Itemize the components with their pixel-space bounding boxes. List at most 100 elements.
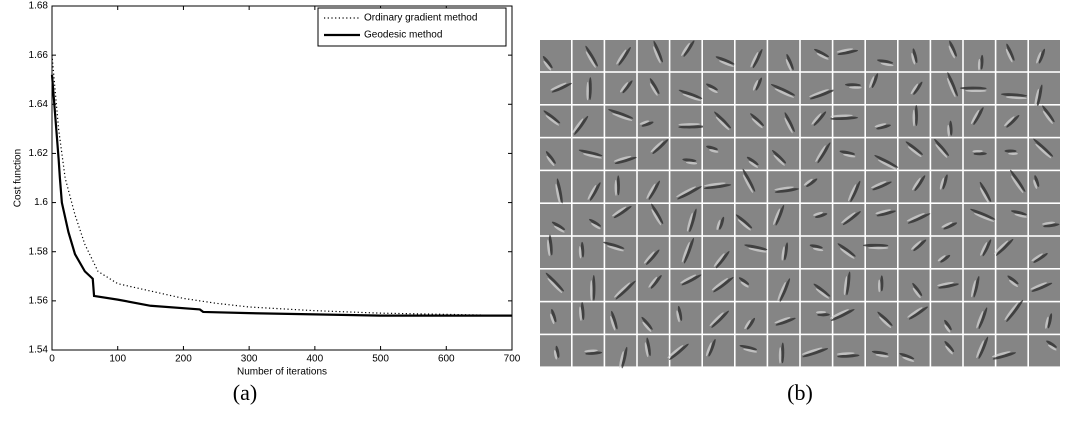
- filter-stroke: [809, 89, 829, 97]
- filter-stroke: [590, 280, 593, 301]
- filter-stroke: [711, 278, 729, 291]
- filter-stroke: [773, 208, 781, 225]
- y-tick-label: 1.54: [29, 345, 49, 356]
- filter-stroke: [584, 349, 598, 353]
- filter-stroke: [543, 60, 552, 71]
- filter-stroke: [940, 254, 951, 263]
- filter-tile: [800, 138, 832, 170]
- filter-stroke: [994, 240, 1009, 254]
- filter-stroke: [582, 153, 602, 159]
- filter-stroke: [941, 221, 953, 228]
- filter-stroke: [739, 344, 757, 351]
- filter-tile: [1029, 302, 1060, 334]
- filter-tile: [670, 138, 702, 170]
- filter-stroke: [639, 120, 650, 125]
- filter-stroke: [682, 93, 702, 102]
- filter-stroke: [841, 212, 856, 224]
- filter-stroke: [949, 40, 957, 57]
- filter-tile: [963, 269, 995, 301]
- caption: (b): [787, 380, 813, 405]
- filter-tile: [540, 171, 571, 203]
- filter-tile: [800, 204, 832, 236]
- filter-tile: [703, 105, 734, 137]
- filter-stroke: [1033, 253, 1048, 263]
- filter-stroke: [611, 310, 618, 330]
- filter-stroke: [914, 175, 926, 192]
- filter-stroke: [775, 205, 785, 226]
- filter-stroke: [839, 150, 856, 155]
- filter-stroke: [848, 86, 862, 89]
- filter-stroke: [616, 175, 620, 196]
- filter-stroke: [744, 244, 768, 251]
- filter-tile: [735, 236, 767, 268]
- filter-stroke: [586, 81, 589, 101]
- filter-tile: [735, 269, 767, 301]
- filter-tile: [637, 335, 669, 367]
- filter-tile: [833, 335, 865, 367]
- y-tick-label: 1.56: [29, 295, 49, 306]
- filter-stroke: [774, 88, 794, 98]
- filter-stroke: [1006, 115, 1020, 128]
- filter-stroke: [681, 241, 690, 263]
- filter-stroke: [614, 156, 637, 165]
- filter-tile: [768, 105, 800, 137]
- filter-stroke: [875, 353, 889, 358]
- filter-stroke: [618, 46, 631, 66]
- filter-stroke: [1010, 175, 1024, 194]
- filter-stroke: [543, 110, 561, 124]
- filter-stroke: [546, 155, 555, 167]
- filter-tile: [540, 236, 571, 268]
- filter-stroke: [874, 155, 899, 168]
- filter-stroke: [545, 272, 565, 292]
- filter-stroke: [1036, 84, 1043, 107]
- filter-stroke: [976, 311, 984, 329]
- filter-stroke: [581, 302, 585, 321]
- legend-label: Ordinary gradient method: [364, 13, 477, 24]
- filter-tile: [605, 204, 637, 236]
- filter-tile: [670, 105, 702, 137]
- filter-stroke: [775, 317, 796, 326]
- filter-stroke: [574, 115, 589, 135]
- filter-stroke: [608, 109, 634, 119]
- filter-tile: [996, 269, 1028, 301]
- filter-stroke: [837, 354, 860, 358]
- filter-stroke: [715, 56, 735, 65]
- filter-stroke: [646, 183, 656, 199]
- filter-stroke: [774, 317, 791, 324]
- filter-stroke: [737, 219, 751, 231]
- filter-stroke: [685, 161, 698, 165]
- caption: (a): [233, 380, 257, 405]
- filter-stroke: [643, 251, 655, 264]
- filter-tile: [898, 138, 930, 170]
- filter-stroke: [995, 238, 1014, 256]
- filter-stroke: [813, 283, 831, 297]
- filter-stroke: [839, 248, 855, 259]
- filter-stroke: [683, 237, 695, 264]
- filter-stroke: [813, 111, 827, 126]
- filter-tile: [800, 72, 832, 104]
- filter-stroke: [681, 274, 702, 286]
- filter-stroke: [667, 344, 684, 359]
- filter-stroke: [973, 107, 984, 125]
- filter-stroke: [809, 89, 835, 100]
- filter-stroke: [971, 279, 976, 298]
- filter-stroke: [942, 174, 948, 190]
- filter-stroke: [774, 188, 800, 193]
- filter-stroke: [970, 109, 980, 125]
- filter-stroke: [880, 62, 894, 67]
- filter-stroke: [979, 187, 990, 204]
- filter-stroke: [974, 213, 995, 222]
- filter-stroke: [669, 343, 689, 361]
- filter-stroke: [774, 186, 794, 191]
- filter-stroke: [646, 249, 660, 265]
- filter-stroke: [740, 281, 749, 288]
- filter-stroke: [677, 305, 683, 321]
- filter-tile: [1029, 138, 1060, 170]
- filter-stroke: [649, 78, 660, 94]
- filter-stroke: [817, 313, 830, 317]
- filter-stroke: [877, 159, 897, 170]
- filter-stroke: [912, 109, 916, 127]
- filter-tile: [735, 105, 767, 137]
- y-tick-label: 1.62: [29, 148, 49, 159]
- filter-tile: [735, 72, 767, 104]
